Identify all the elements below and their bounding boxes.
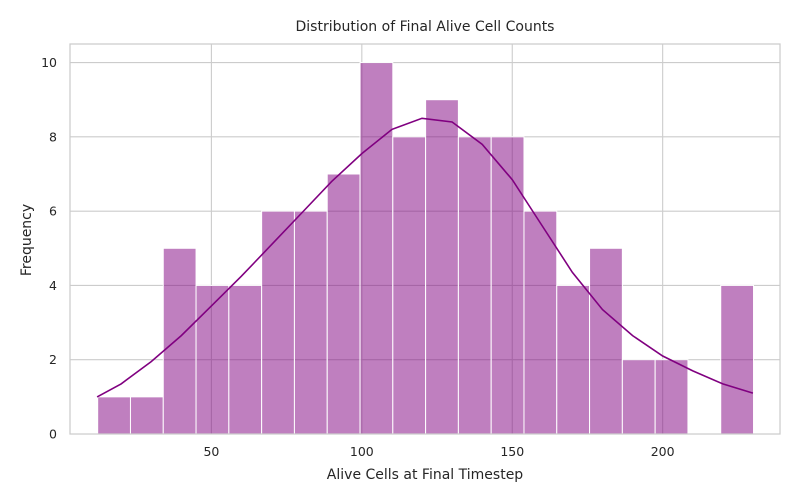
y-axis-label: Frequency — [19, 204, 35, 276]
y-tick-label: 4 — [49, 278, 57, 293]
x-tick-label: 200 — [651, 444, 675, 459]
tick-labels: 50 100 150 200 0 2 4 6 8 10 — [41, 55, 675, 459]
y-tick-label: 2 — [49, 352, 57, 367]
histogram-bar — [425, 99, 459, 435]
x-axis-label: Alive Cells at Final Timestep — [327, 467, 524, 483]
histogram-bar — [228, 284, 263, 435]
y-tick-label: 10 — [41, 55, 57, 70]
histogram-bar — [162, 247, 197, 435]
histogram-bar — [654, 359, 689, 435]
y-tick-label: 6 — [49, 204, 57, 219]
plot-frame — [69, 43, 781, 435]
histogram-bar — [261, 210, 295, 435]
histogram-bar — [326, 173, 361, 435]
histogram-bar — [589, 247, 623, 435]
histogram-bar — [359, 62, 394, 435]
x-tick-label: 50 — [203, 444, 219, 459]
histogram-bar — [621, 359, 656, 435]
y-tick-label: 0 — [49, 427, 57, 442]
histogram-bar — [195, 284, 230, 435]
x-tick-label: 150 — [500, 444, 524, 459]
kde-curve — [96, 117, 754, 398]
histogram-bar — [523, 210, 558, 435]
y-tick-label: 8 — [49, 129, 57, 144]
histogram-bar — [720, 284, 755, 435]
histogram-bar — [490, 136, 525, 435]
histogram-bar — [457, 136, 492, 435]
histogram-bar — [129, 396, 164, 435]
histogram-bar — [293, 210, 328, 435]
histogram-bar — [556, 284, 591, 435]
chart-title: Distribution of Final Alive Cell Counts — [296, 19, 555, 35]
kde-curve-group — [96, 117, 754, 398]
x-tick-label: 100 — [350, 444, 374, 459]
histogram-bar — [97, 396, 131, 435]
histogram-bar — [392, 136, 427, 435]
